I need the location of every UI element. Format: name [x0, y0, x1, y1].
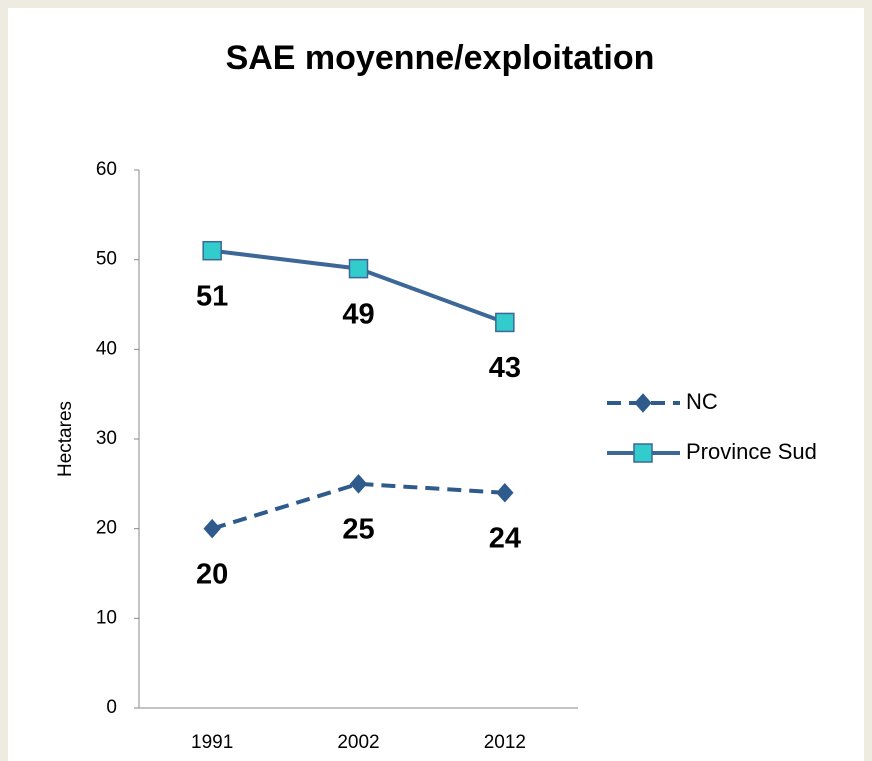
y-tick-label: 40	[96, 338, 117, 359]
series-line	[211, 481, 505, 531]
legend-label: Province Sud	[686, 439, 817, 464]
data-point	[495, 312, 515, 333]
chart-title: SAE moyenne/exploitation	[226, 39, 655, 77]
data-label: 25	[342, 513, 374, 545]
legend-marker	[633, 443, 653, 463]
x-tick-label: 2002	[337, 732, 379, 753]
y-tick-label: 50	[96, 249, 117, 270]
x-tick-label: 2012	[484, 732, 526, 753]
y-axis-label: Hectares	[55, 401, 76, 477]
y-tick-label: 20	[96, 518, 117, 539]
data-point	[202, 240, 222, 261]
legend-label: NC	[686, 389, 718, 414]
data-label: 51	[196, 280, 228, 312]
data-label: 43	[489, 352, 521, 384]
y-tick-label: 10	[96, 607, 117, 628]
legend-marker	[634, 393, 652, 413]
data-point	[496, 483, 514, 503]
data-point	[203, 518, 221, 539]
y-tick-label: 0	[106, 697, 117, 718]
x-tick-label: 1991	[191, 732, 233, 753]
data-label: 49	[342, 298, 374, 330]
data-point	[348, 258, 369, 279]
y-tick-label: 60	[96, 159, 117, 180]
data-point	[349, 474, 368, 494]
y-tick-label: 30	[96, 428, 117, 449]
data-label: 20	[196, 558, 228, 590]
data-label: 24	[489, 522, 521, 554]
